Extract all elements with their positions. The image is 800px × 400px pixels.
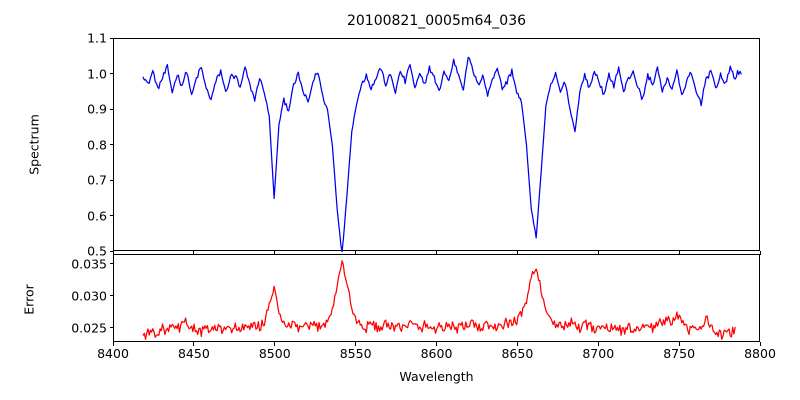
spectrum-line-series (142, 56, 742, 252)
x-tick-label: 8700 (582, 346, 615, 361)
x-tick-label: 8750 (663, 346, 696, 361)
tick-mark (109, 250, 113, 252)
tick-mark (759, 251, 761, 255)
tick-mark (516, 251, 518, 255)
tick-mark (109, 108, 113, 110)
error-axes (113, 254, 760, 342)
x-tick-label: 8400 (97, 346, 129, 361)
tick-mark (597, 251, 599, 255)
tick-mark (678, 251, 680, 255)
y-tick-label-spectrum: 1.1 (87, 30, 107, 46)
tick-mark (759, 342, 761, 346)
x-tick-label: 8600 (420, 346, 453, 361)
tick-mark (109, 144, 113, 146)
error-panel-path (142, 260, 736, 340)
tick-mark (436, 342, 438, 346)
tick-mark (516, 342, 518, 346)
tick-mark (193, 342, 195, 346)
tick-mark (109, 263, 113, 265)
page-title: 20100821_0005m64_036 (346, 13, 527, 29)
tick-mark (109, 73, 113, 75)
tick-mark (109, 295, 113, 297)
tick-mark (109, 179, 113, 181)
x-tick-label: 8450 (177, 346, 210, 361)
tick-mark (274, 342, 276, 346)
spectrum-y-tick-labels: 1.1 1.0 0.9 0.8 0.7 0.6 0.5 (0, 0, 107, 400)
y-tick-label-error: 0.035 (71, 256, 107, 272)
y-tick-label-spectrum: 0.9 (87, 101, 107, 117)
error-y-tick-labels: 0.035 0.030 0.025 (0, 0, 107, 400)
x-tick-label: 8800 (744, 346, 776, 361)
y-tick-label-error: 0.025 (71, 320, 107, 336)
y-tick-label-spectrum: 0.5 (87, 243, 107, 259)
tick-mark (274, 251, 276, 255)
spectrum-panel-path (142, 56, 742, 252)
tick-mark (355, 342, 357, 346)
y-tick-label-spectrum: 0.6 (87, 208, 107, 223)
y-tick-label-error: 0.030 (71, 288, 107, 304)
error-line-series (142, 260, 736, 340)
y-tick-label-spectrum: 0.7 (87, 172, 107, 188)
tick-mark (109, 327, 113, 329)
x-axis-label: Wavelength (399, 369, 474, 384)
tick-mark (112, 342, 114, 346)
tick-mark (109, 215, 113, 217)
tick-mark (355, 251, 357, 255)
tick-mark (436, 251, 438, 255)
tick-mark (678, 342, 680, 346)
tick-mark (193, 251, 195, 255)
y-tick-label-spectrum: 0.8 (87, 137, 107, 152)
spectrum-axes (113, 38, 760, 252)
tick-mark (597, 342, 599, 346)
x-tick-label: 8650 (501, 346, 534, 361)
tick-mark (109, 37, 113, 39)
y-axis-label-spectrum: Spectrum (26, 114, 42, 175)
y-axis-label-error: Error (21, 284, 37, 315)
x-tick-label: 8500 (258, 346, 291, 361)
tick-mark (112, 251, 114, 255)
x-tick-label: 8550 (339, 346, 372, 361)
y-tick-label-spectrum: 1.0 (87, 66, 107, 81)
